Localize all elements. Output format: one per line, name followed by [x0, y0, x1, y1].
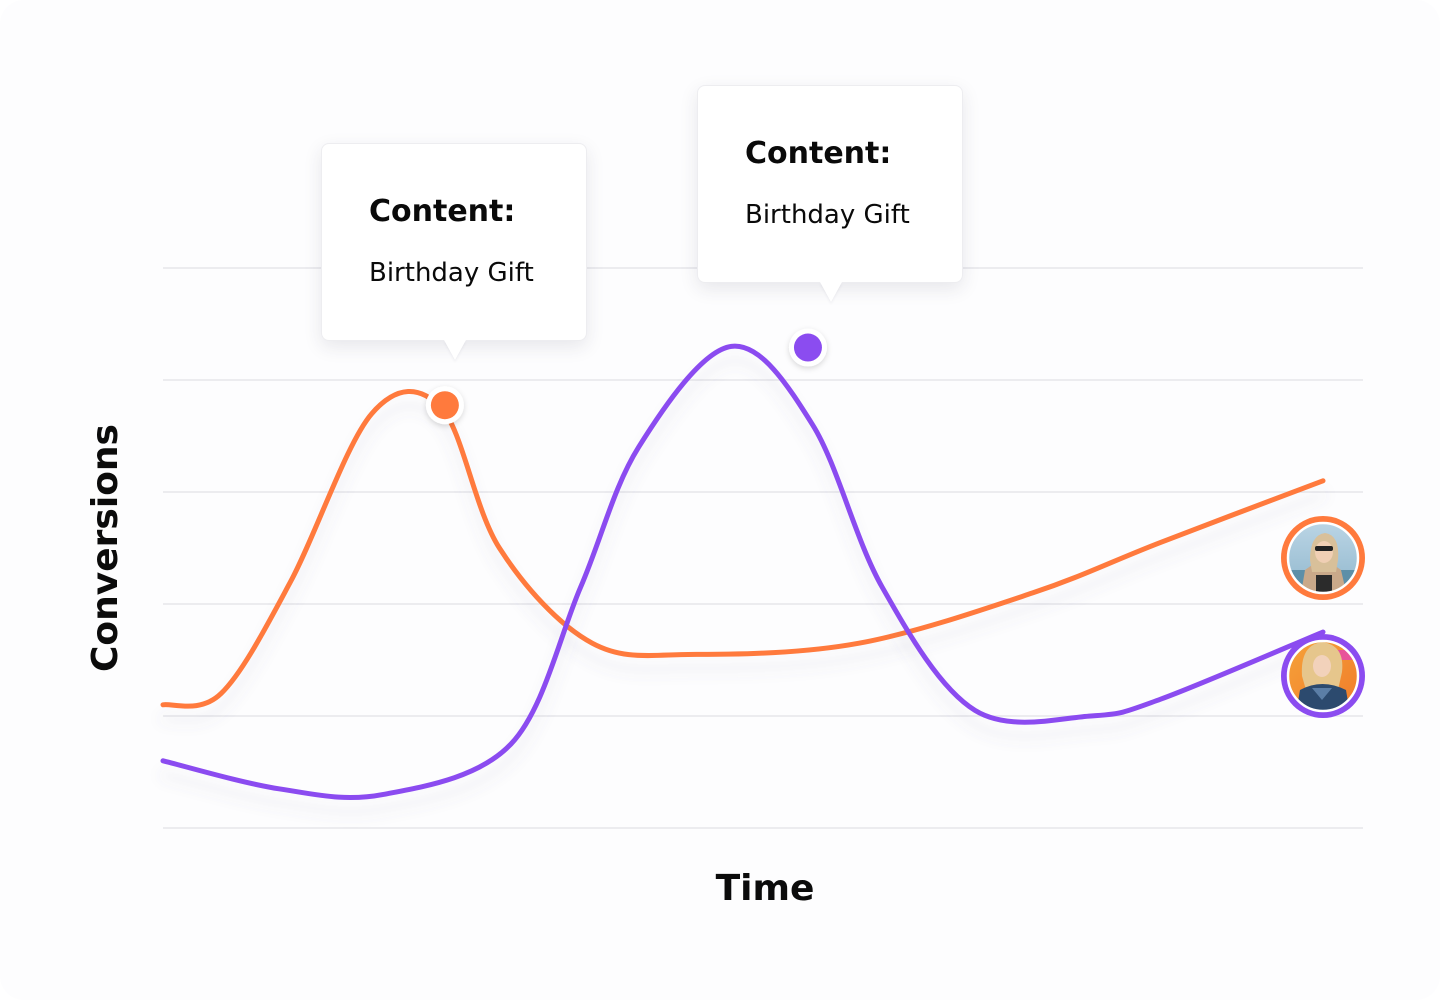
highlight-point-1[interactable]: [793, 333, 822, 362]
tooltip-value: Birthday Gift: [745, 200, 910, 230]
woman-blonde-avatar: [1281, 634, 1365, 718]
woman-with-sunglasses-avatar: [1281, 516, 1365, 600]
series-line-1: [160, 343, 1326, 801]
y-axis-label: Conversions: [85, 424, 126, 672]
gridlines: [163, 267, 1363, 829]
highlight-point-0[interactable]: [430, 391, 459, 420]
series-line-0: [160, 389, 1326, 709]
tooltip-title: Content:: [369, 194, 516, 229]
tooltip-orange-peak: Content: Birthday Gift: [321, 143, 587, 341]
tooltip-value: Birthday Gift: [369, 258, 534, 288]
tooltip-title: Content:: [745, 136, 892, 171]
x-axis-label: Time: [716, 868, 815, 909]
tooltip-purple-peak: Content: Birthday Gift: [697, 85, 963, 283]
series-lines: [160, 343, 1326, 801]
highlight-points: [425, 328, 827, 425]
